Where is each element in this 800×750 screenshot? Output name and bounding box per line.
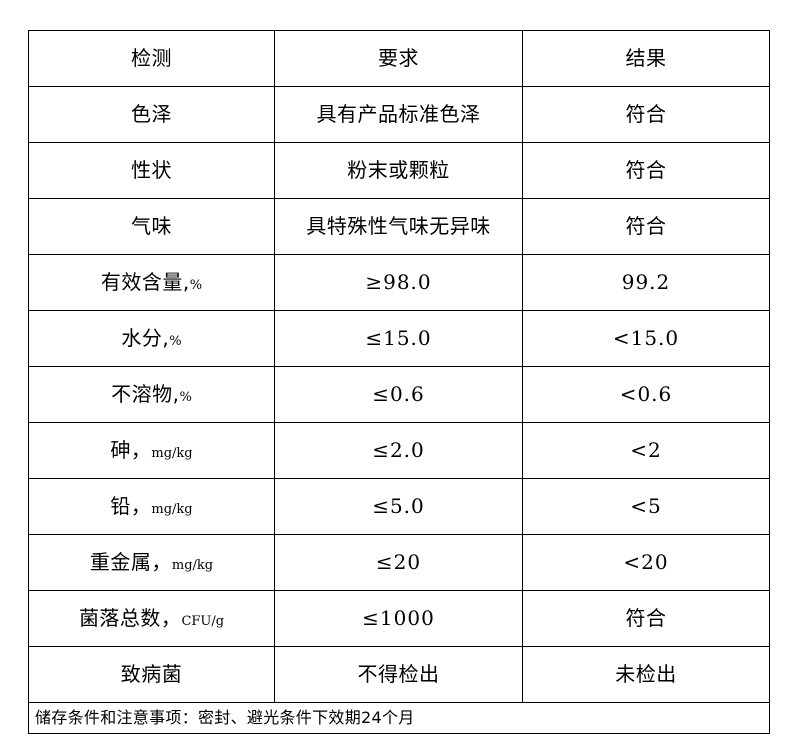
cell-requirement: ≤0.6 [274, 366, 523, 423]
result-value: <20 [623, 550, 669, 574]
cell-result: 99.2 [522, 254, 770, 311]
item-name: 气味 [131, 214, 172, 238]
column-header-item-label: 检测 [131, 46, 172, 70]
table-row: 色泽 具有产品标准色泽 符合 [28, 86, 770, 143]
cell-requirement: 具有产品标准色泽 [274, 86, 523, 143]
column-header-requirement-label: 要求 [378, 46, 419, 70]
result-value: 符合 [625, 158, 667, 182]
cell-requirement: 不得检出 [274, 646, 523, 703]
item-name: 水分, [121, 326, 170, 350]
result-value: 符合 [625, 606, 667, 630]
cell-result: 符合 [522, 142, 770, 199]
item-name: 性状 [131, 158, 172, 182]
requirement-value: 不得检出 [357, 662, 440, 686]
item-unit: mg/kg [151, 502, 193, 517]
requirement-value: ≤0.6 [372, 382, 425, 406]
cell-requirement: ≤2.0 [274, 422, 523, 479]
cell-requirement: ≤5.0 [274, 478, 523, 535]
item-unit: mg/kg [151, 446, 193, 461]
table-row: 有效含量,% ≥98.0 99.2 [28, 254, 770, 311]
result-value: <2 [630, 438, 662, 462]
column-header-result: 结果 [522, 30, 770, 87]
requirement-value: ≤5.0 [372, 494, 425, 518]
cell-item: 水分,% [28, 310, 275, 367]
table-row: 菌落总数，CFU/g ≤1000 符合 [28, 590, 770, 647]
table-row: 砷，mg/kg ≤2.0 <2 [28, 422, 770, 479]
cell-result: 符合 [522, 86, 770, 143]
item-name: 色泽 [131, 102, 172, 126]
item-name: 砷， [110, 438, 152, 462]
item-unit: % [189, 278, 203, 293]
cell-requirement: ≤1000 [274, 590, 523, 647]
requirement-value: ≤15.0 [365, 326, 432, 350]
cell-result: 未检出 [522, 646, 770, 703]
cell-item: 有效含量,% [28, 254, 275, 311]
cell-item: 性状 [28, 142, 275, 199]
result-value: <5 [630, 494, 662, 518]
cell-result: <15.0 [522, 310, 770, 367]
storage-note-text: 储存条件和注意事项：密封、避光条件下效期24个月 [35, 707, 415, 727]
cell-result: <2 [522, 422, 770, 479]
item-unit: % [179, 390, 192, 405]
cell-result: <0.6 [522, 366, 770, 423]
requirement-value: ≤1000 [362, 606, 435, 630]
result-value: 未检出 [615, 662, 677, 686]
cell-requirement: ≤15.0 [274, 310, 523, 367]
table-row: 重金属，mg/kg ≤20 <20 [28, 534, 770, 591]
column-header-requirement: 要求 [274, 30, 523, 87]
requirement-value: 具特殊性气味无异味 [306, 214, 491, 238]
requirement-value: 粉末或颗粒 [347, 158, 450, 182]
table-row: 水分,% ≤15.0 <15.0 [28, 310, 770, 367]
item-name: 致病菌 [120, 662, 183, 686]
item-name: 重金属， [89, 550, 172, 574]
requirement-value: ≤20 [375, 550, 422, 574]
table-row: 铅，mg/kg ≤5.0 <5 [28, 478, 770, 535]
cell-requirement: ≤20 [274, 534, 523, 591]
cell-item: 铅，mg/kg [28, 478, 275, 535]
cell-requirement: 具特殊性气味无异味 [274, 198, 523, 255]
storage-note-cell: 储存条件和注意事项：密封、避光条件下效期24个月 [28, 702, 770, 734]
cell-item: 菌落总数，CFU/g [28, 590, 275, 647]
cell-result: <20 [522, 534, 770, 591]
item-name: 有效含量, [100, 270, 190, 294]
item-unit: % [169, 334, 182, 349]
cell-item: 砷，mg/kg [28, 422, 275, 479]
requirement-value: 具有产品标准色泽 [316, 102, 481, 126]
result-value: 99.2 [621, 270, 671, 294]
requirement-value: ≥98.0 [365, 270, 432, 294]
column-header-item: 检测 [28, 30, 275, 87]
result-value: 符合 [625, 102, 667, 126]
cell-item: 不溶物,% [28, 366, 275, 423]
table-row: 气味 具特殊性气味无异味 符合 [28, 198, 770, 255]
item-unit: mg/kg [171, 558, 214, 573]
specification-table: 检测 要求 结果 色泽 具有产品标准色泽 符合 性状 粉末或颗粒 符合 [28, 30, 770, 734]
item-name: 不溶物, [111, 382, 180, 406]
cell-result: 符合 [522, 590, 770, 647]
cell-item: 重金属，mg/kg [28, 534, 275, 591]
table-row: 性状 粉末或颗粒 符合 [28, 142, 770, 199]
table-row: 致病菌 不得检出 未检出 [28, 646, 770, 703]
table-header-row: 检测 要求 结果 [28, 30, 770, 87]
cell-result: 符合 [522, 198, 770, 255]
column-header-result-label: 结果 [625, 46, 667, 70]
cell-item: 色泽 [28, 86, 275, 143]
cell-requirement: 粉末或颗粒 [274, 142, 523, 199]
item-name: 铅， [110, 494, 152, 518]
requirement-value: ≤2.0 [372, 438, 425, 462]
item-name: 菌落总数， [78, 606, 182, 630]
table-footer-row: 储存条件和注意事项：密封、避光条件下效期24个月 [28, 702, 770, 734]
item-unit: CFU/g [181, 614, 225, 629]
cell-requirement: ≥98.0 [274, 254, 523, 311]
cell-item: 致病菌 [28, 646, 275, 703]
cell-result: <5 [522, 478, 770, 535]
result-value: <15.0 [612, 326, 680, 350]
table-body: 检测 要求 结果 色泽 具有产品标准色泽 符合 性状 粉末或颗粒 符合 [28, 30, 770, 734]
cell-item: 气味 [28, 198, 275, 255]
result-value: <0.6 [619, 382, 673, 406]
result-value: 符合 [625, 214, 667, 238]
table-row: 不溶物,% ≤0.6 <0.6 [28, 366, 770, 423]
